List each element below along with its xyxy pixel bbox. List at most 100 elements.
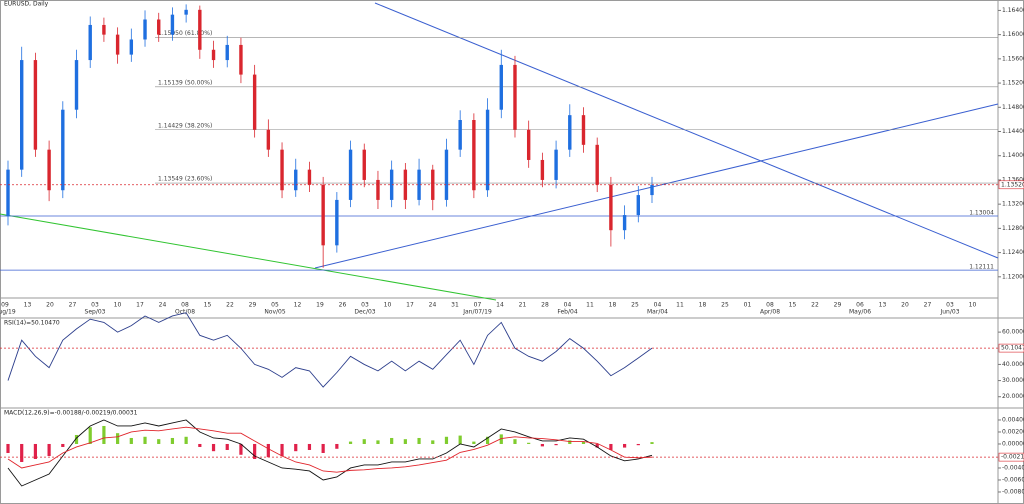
support-label: 1.12111 <box>969 264 994 271</box>
y-tick-label: 60.00000 <box>1002 329 1024 336</box>
x-tick-label: 08 <box>766 302 774 309</box>
current-label: -0.00219 <box>1001 454 1024 461</box>
candle-body <box>348 149 353 200</box>
current-label: 1.13520 <box>1001 181 1024 188</box>
candle-body <box>581 115 586 145</box>
candle-body <box>239 44 243 75</box>
histogram-bar <box>170 437 175 444</box>
candle-body <box>595 144 599 185</box>
candle-body <box>88 24 92 61</box>
candle-body <box>102 24 106 35</box>
histogram-bar <box>6 443 10 453</box>
indicator-title: RSI(14)=50.10470 <box>4 320 60 327</box>
x-tick-label: 26 <box>339 302 347 309</box>
histogram-bar <box>211 443 216 452</box>
trend-line <box>0 213 497 301</box>
histogram-bar <box>20 443 24 462</box>
candle-body <box>636 195 640 216</box>
histogram-bar <box>650 442 654 444</box>
histogram-bar <box>554 443 558 446</box>
histogram-bar <box>595 443 599 448</box>
fib-label: 1.13549 (23.60%) <box>158 176 212 183</box>
x-tick-label: 14 <box>496 302 504 309</box>
histogram-bar <box>499 434 503 444</box>
y-tick-label: 1.15600 <box>1002 55 1024 62</box>
y-tick-label: 1.16400 <box>1002 7 1024 14</box>
histogram-bar <box>321 443 325 453</box>
candle-body <box>211 49 216 61</box>
y-tick-label: 1.14800 <box>1002 104 1024 111</box>
x-tick-label: 05 <box>271 302 279 309</box>
histogram-bar <box>362 439 366 444</box>
y-tick-label: -0.00800 <box>1002 488 1024 495</box>
x-month-label: Apr/08 <box>760 309 780 316</box>
histogram-bar <box>540 443 544 447</box>
candle-body <box>622 215 627 231</box>
x-tick-label: 03 <box>946 302 954 309</box>
x-tick-label: 18 <box>699 302 707 309</box>
chart-title: EURUSD, Daily <box>4 1 49 8</box>
histogram-bar <box>47 443 51 456</box>
histogram-bar <box>239 443 243 455</box>
histogram-bar <box>335 443 339 449</box>
candle-body <box>170 14 175 35</box>
candle-body <box>568 115 572 150</box>
candle-body <box>650 184 654 196</box>
x-month-label: Nov/05 <box>264 309 286 316</box>
x-tick-label: 09 <box>1 302 9 309</box>
x-month-label: Jan/07/19 <box>462 309 492 316</box>
histogram-bar <box>61 443 65 447</box>
x-tick-label: 10 <box>114 302 122 309</box>
x-tick-label: 17 <box>136 302 144 309</box>
histogram-bar <box>129 437 133 444</box>
candle-body <box>444 149 449 200</box>
x-tick-label: 29 <box>834 302 842 309</box>
candle-body <box>472 120 476 191</box>
support-label: 1.13004 <box>969 210 994 217</box>
x-month-label: Feb/04 <box>557 309 577 316</box>
candle-body <box>198 9 202 50</box>
candle-body <box>61 109 65 191</box>
macd-line <box>7 426 653 473</box>
histogram-bar <box>88 427 92 444</box>
x-month-label: May/06 <box>849 309 871 316</box>
y-tick-label: 1.13200 <box>1002 201 1024 208</box>
x-month-label: Dec/03 <box>354 309 375 316</box>
candle-body <box>376 179 380 200</box>
current-label-box <box>998 452 1024 462</box>
candle-body <box>33 60 38 150</box>
current-label-box <box>998 343 1024 353</box>
x-tick-label: 19 <box>316 302 324 309</box>
trend-line <box>314 103 999 269</box>
candle-body <box>20 60 24 170</box>
x-tick-label: 27 <box>924 302 932 309</box>
y-tick-label: 1.15200 <box>1002 80 1024 87</box>
x-tick-label: 22 <box>226 302 234 309</box>
candle-body <box>458 120 462 150</box>
current-label: 50.10470 <box>1001 345 1024 352</box>
x-tick-label: 29 <box>249 302 257 309</box>
histogram-bar <box>266 443 270 458</box>
x-month-label: Aug/19 <box>0 309 16 316</box>
candle-body <box>252 74 257 130</box>
rsi-line <box>7 312 653 388</box>
current-label-box <box>998 180 1024 190</box>
x-tick-label: 15 <box>204 302 212 309</box>
candle-body <box>225 44 229 61</box>
y-tick-label: 1.12400 <box>1002 249 1024 256</box>
histogram-bar <box>294 443 298 452</box>
candle-body <box>74 60 79 110</box>
x-tick-label: 10 <box>384 302 392 309</box>
histogram-bar <box>390 437 394 444</box>
x-tick-label: 20 <box>901 302 909 309</box>
y-tick-label: 1.14000 <box>1002 152 1024 159</box>
x-tick-label: 01 <box>744 302 752 309</box>
candle-body <box>184 9 188 15</box>
candle-body <box>143 19 147 40</box>
fib-label: 1.15139 (50.00%) <box>158 79 212 86</box>
candle-body <box>513 64 517 130</box>
histogram-bar <box>458 435 462 444</box>
